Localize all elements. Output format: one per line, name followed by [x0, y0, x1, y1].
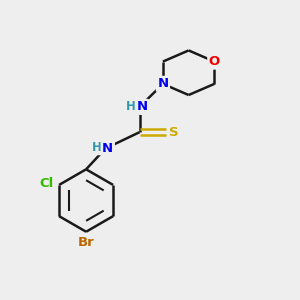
Text: N: N	[157, 77, 169, 90]
Text: Cl: Cl	[40, 177, 54, 190]
Text: H: H	[92, 141, 102, 154]
Text: N: N	[102, 142, 113, 155]
Text: H: H	[126, 100, 136, 113]
Text: Br: Br	[78, 236, 94, 249]
Text: N: N	[136, 100, 148, 113]
Text: S: S	[169, 126, 178, 139]
Text: O: O	[209, 55, 220, 68]
